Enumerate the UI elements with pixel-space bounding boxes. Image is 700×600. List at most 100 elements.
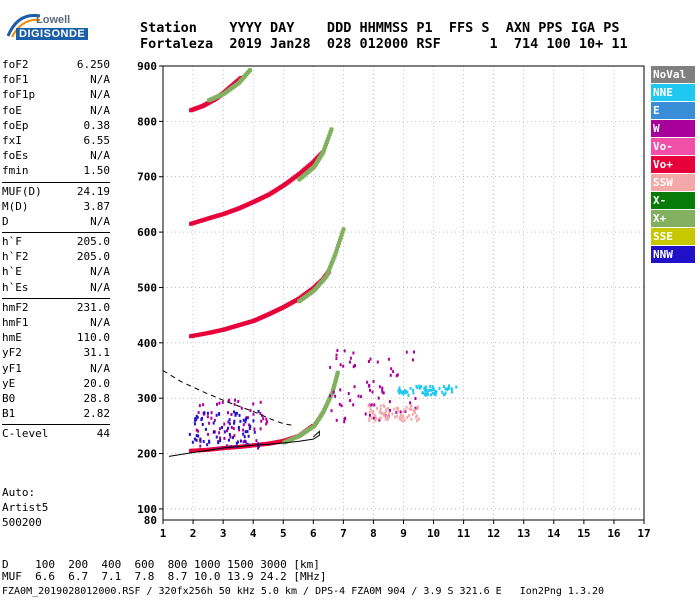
series-x--point (322, 147, 327, 152)
series-x--point (335, 246, 340, 251)
series-ssw-point (375, 416, 378, 420)
series-ssw-point (381, 411, 384, 415)
series-nne-point (397, 389, 400, 393)
series-ssw-point (413, 408, 416, 412)
series-w-point (384, 414, 387, 418)
series-nnw-point (244, 420, 247, 424)
series-w-point (232, 427, 235, 431)
series-nnw-point (195, 434, 198, 438)
series-w-point (353, 364, 356, 368)
series-x--point (328, 263, 333, 268)
series-w-point (352, 365, 355, 369)
series-x--point (330, 390, 335, 395)
param-row: h`E N/A (2, 265, 110, 280)
series-ssw-point (397, 407, 400, 411)
series-nnw-point (247, 434, 250, 438)
param-row: D N/A (2, 215, 110, 230)
param-key: foEp (2, 118, 29, 132)
echo-traces (188, 68, 458, 453)
series-w-point (238, 428, 241, 432)
series-w-point (414, 406, 417, 410)
series-nne-point (423, 387, 426, 391)
series-w-point (218, 427, 221, 431)
series-w-point (378, 385, 381, 389)
series-ssw-point (399, 416, 402, 420)
param-row: foE N/A (2, 104, 110, 119)
series-ssw-point (399, 413, 402, 417)
series-w-point (390, 367, 393, 371)
series-x--point (247, 68, 252, 73)
series-nnw-point (242, 418, 245, 422)
legend-item-w: W (651, 120, 695, 137)
x-tick-label: 14 (547, 527, 561, 540)
param-value: 44 (96, 427, 110, 441)
series-w-point (252, 402, 255, 406)
series-x--point (330, 388, 335, 393)
param-key: C-level (2, 427, 49, 441)
series-x--point (328, 129, 333, 134)
series-nnw-point (218, 412, 221, 416)
series-ssw-point (402, 410, 405, 414)
series-nnw-point (203, 411, 206, 415)
solid-profile-line (168, 430, 320, 457)
series-w-point (368, 413, 371, 417)
series-ssw-point (388, 411, 391, 415)
series-x--point (330, 258, 335, 263)
series-nnw-point (244, 440, 247, 444)
auto-line3: 500200 (2, 516, 42, 529)
series-nne-point (444, 391, 447, 395)
series-nne-point (431, 385, 434, 389)
series-x--point (329, 261, 334, 266)
series-nnw-point (206, 411, 209, 415)
param-key: h`E (2, 265, 22, 279)
series-w-point (233, 402, 236, 406)
param-value: 110.0 (76, 331, 110, 345)
plot-grid (162, 65, 645, 520)
series-nne-point (443, 392, 446, 396)
series-w-point (376, 360, 379, 364)
y-tick-label: 300 (137, 392, 157, 405)
series-nne-point (429, 384, 432, 388)
legend-item-ssw: SSW (651, 174, 695, 191)
param-row: fxI 6.55 (2, 134, 110, 149)
axis-ticks: 1 2 3 4 5 6 7 8 9 10 11 12 13 14 15 16 17100200300400500… (137, 60, 651, 540)
x-tick-label: 1 (160, 527, 167, 540)
param-value: N/A (90, 214, 110, 228)
series-w-point (334, 394, 337, 398)
series-nne-point (400, 391, 403, 395)
series-w-point (210, 411, 213, 415)
dashed-profile-line (162, 370, 296, 427)
series-ssw-point (380, 411, 383, 415)
series-nne-point (434, 389, 437, 393)
series-ssw-point (376, 406, 379, 410)
logo-line1: Lowell (36, 14, 71, 26)
param-value: 0.38 (83, 118, 111, 132)
series-ssw-point (379, 408, 382, 412)
series-x--point (325, 137, 330, 142)
series-x--point (324, 139, 329, 144)
series-ssw-point (379, 404, 382, 408)
series-w-point (399, 410, 402, 414)
series-nne-point (412, 391, 415, 395)
series-w-point (260, 419, 263, 423)
x-tick-label: 12 (487, 527, 500, 540)
series-ssw-point (406, 415, 409, 419)
param-key: B1 (2, 407, 16, 421)
series-w-point (252, 412, 255, 416)
series-ssw-point (367, 404, 370, 408)
y-tick-label: 200 (137, 448, 157, 461)
y-tick-label: 100 (137, 503, 157, 516)
series-nnw-point (212, 421, 215, 425)
series-nne-point (442, 385, 445, 389)
series-w-point (266, 420, 269, 424)
series-w-point (242, 440, 245, 444)
series-nne-point (418, 384, 421, 388)
y-tick-label: 500 (137, 281, 157, 294)
series-w-point (226, 429, 229, 433)
series-ssw-point (403, 419, 406, 423)
series-nnw-point (196, 415, 199, 419)
series-w-point (227, 420, 230, 424)
series-nne-point (427, 392, 430, 396)
series-w-point (371, 390, 374, 394)
param-row: yF2 31.1 (2, 346, 110, 361)
